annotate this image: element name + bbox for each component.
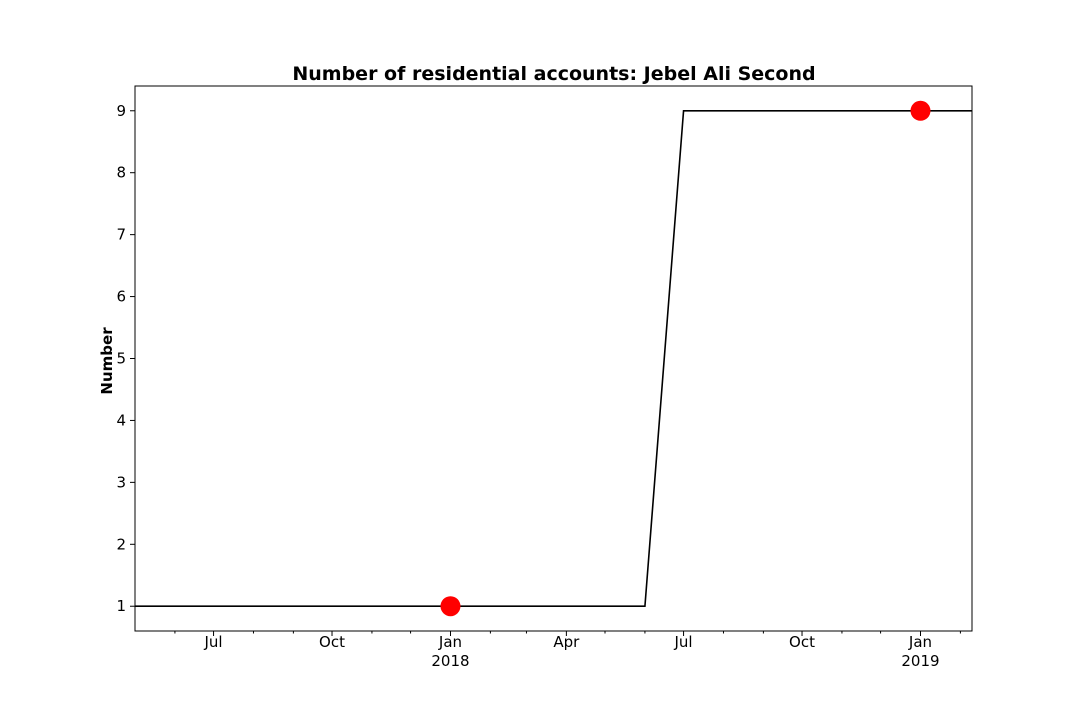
y-tick-label: 1: [116, 597, 126, 615]
highlight-point: [440, 596, 461, 617]
x-tick-label: Jan: [438, 633, 462, 651]
x-tick-label: Jan: [908, 633, 932, 651]
y-tick-label: 7: [116, 226, 126, 244]
y-axis-label: Number: [98, 327, 116, 395]
y-tick-label: 3: [116, 473, 126, 491]
y-tick-label: 5: [116, 350, 126, 368]
y-tick-label: 9: [116, 102, 126, 120]
series-line-0: [135, 109, 972, 608]
highlight-point: [910, 100, 931, 121]
x-tick-label: Jul: [203, 633, 222, 651]
x-tick-label: Oct: [319, 633, 345, 651]
chart-title: Number of residential accounts: Jebel Al…: [292, 63, 815, 85]
y-tick-label: 6: [116, 288, 126, 306]
x-tick-label: Oct: [789, 633, 815, 651]
x-tick-year-label: 2019: [901, 652, 939, 670]
y-tick-label: 4: [116, 411, 126, 429]
y-tick-label: 8: [116, 164, 126, 182]
x-tick-label: Jul: [674, 633, 693, 651]
x-tick-year-label: 2018: [431, 652, 469, 670]
x-tick-label: Apr: [553, 633, 580, 651]
plot-frame: [134, 85, 973, 632]
y-tick-label: 2: [116, 535, 126, 553]
